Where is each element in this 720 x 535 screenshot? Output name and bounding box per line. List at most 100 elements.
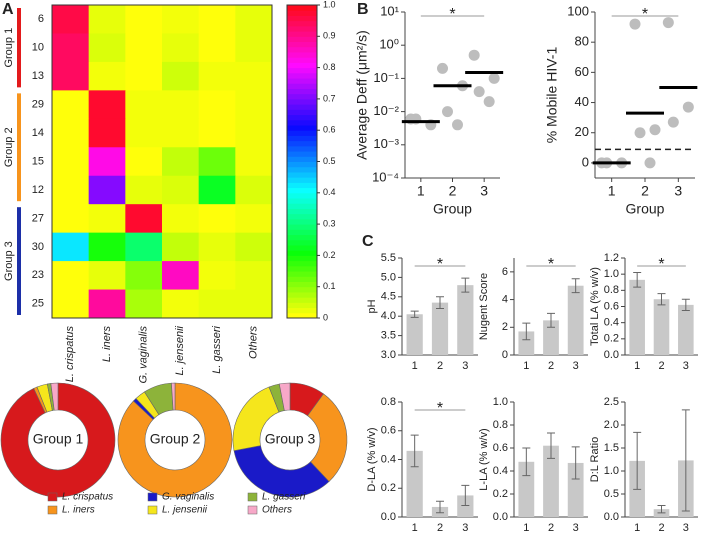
legend-label: L. jensenii	[162, 505, 208, 516]
error-bar	[436, 500, 444, 514]
colorbar-segment	[287, 145, 317, 152]
y-tick-label: 100	[567, 3, 589, 18]
x-tick-label: 1	[417, 183, 425, 199]
heat-cell	[235, 5, 273, 34]
colorbar-segment	[287, 171, 317, 178]
heat-cell	[88, 289, 126, 319]
heat-cell	[125, 118, 163, 148]
colorbar-segment	[287, 177, 317, 183]
row-label: 29	[32, 98, 44, 110]
y-tick-label: 10⁻³	[373, 136, 399, 151]
heat-cell	[198, 118, 236, 148]
x-tick-label: 3	[462, 360, 468, 372]
heatmap-frame	[51, 4, 273, 319]
y-tick-label: 0.5	[604, 488, 619, 500]
colorbar-tick-label: 0.6	[323, 125, 336, 135]
heat-cell	[198, 147, 236, 177]
colorbar-tick-label: 0.2	[323, 250, 336, 260]
heat-cell	[198, 175, 236, 205]
heat-cell	[125, 232, 163, 262]
x-tick-label: 1	[523, 360, 529, 372]
legend-label: G. vaginalis	[162, 492, 214, 503]
data-point	[437, 62, 448, 74]
error-bar	[436, 296, 444, 309]
colorbar-segment	[287, 10, 317, 16]
heat-cell	[52, 204, 90, 234]
significance-mark: *	[548, 256, 554, 273]
data-point	[682, 101, 694, 113]
heat-cell	[88, 204, 126, 234]
heat-cell	[162, 204, 200, 234]
colorbar-segment	[287, 229, 317, 236]
x-tick-label: 2	[548, 360, 554, 372]
heat-cell	[125, 90, 163, 120]
y-tick-label: 4.5	[381, 291, 396, 303]
y-tick-label: 0.0	[493, 511, 508, 523]
y-tick-label: 0.6	[381, 425, 396, 437]
colorbar-segment	[287, 88, 317, 95]
colorbar-segment	[287, 297, 317, 303]
heat-cell	[162, 261, 200, 291]
colorbar-segment	[287, 161, 317, 168]
colorbar-segment	[287, 224, 317, 230]
y-tick-label: 1.5	[604, 442, 619, 454]
colorbar-segment	[287, 244, 317, 251]
heat-cell	[88, 90, 126, 120]
y-tick-label: 3.0	[381, 349, 396, 361]
x-tick-label: 1	[634, 522, 640, 534]
significance-mark: *	[437, 400, 443, 417]
x-axis-label: Group	[433, 201, 472, 217]
heat-cell	[52, 5, 90, 34]
y-axis-label: L-LA (% w/v)	[478, 428, 490, 490]
colorbar-segment	[287, 98, 317, 105]
x-tick-label: 3	[674, 183, 682, 199]
donut-slice	[233, 445, 330, 498]
row-label: 13	[32, 70, 44, 82]
heat-cell	[198, 61, 236, 91]
donut-label: Group 2	[150, 431, 201, 447]
y-tick-label: 0.4	[493, 465, 508, 477]
error-bar	[461, 277, 470, 293]
y-tick-label: 0.2	[381, 482, 396, 494]
bar	[406, 314, 423, 355]
bar	[629, 279, 645, 355]
colorbar-segment	[287, 203, 317, 209]
error-bar	[410, 434, 419, 468]
error-bar	[522, 322, 531, 341]
x-tick-label: 1	[608, 183, 616, 199]
column-label: L. jensenii	[174, 325, 186, 375]
heat-cell	[198, 232, 236, 262]
heat-cell	[125, 289, 163, 319]
x-tick-label: 2	[449, 183, 457, 199]
error-bar	[633, 431, 642, 490]
colorbar-segment	[287, 281, 317, 288]
y-tick-label: 4	[502, 293, 508, 305]
x-axis-label: Group	[626, 201, 665, 217]
panel-label: A	[2, 1, 14, 18]
x-tick-label: 1	[412, 522, 418, 534]
row-label: 12	[32, 184, 44, 196]
heat-cell	[52, 61, 90, 91]
error-bar	[547, 312, 555, 328]
colorbar-tick-label: 0.8	[323, 62, 336, 72]
colorbar-tick-label: 0.9	[323, 31, 336, 41]
data-point	[634, 127, 646, 139]
colorbar-tick-label: 0	[323, 312, 328, 322]
column-label: L. gasseri	[211, 325, 223, 373]
colorbar-tick-label: 0.4	[323, 187, 336, 197]
x-tick-label: 2	[641, 183, 649, 199]
data-point	[468, 49, 480, 61]
colorbar-segment	[287, 130, 317, 136]
group-bar	[17, 8, 21, 88]
colorbar-segment	[287, 271, 317, 277]
colorbar-segment	[287, 109, 317, 116]
y-tick-label: 10⁻¹	[373, 70, 399, 85]
data-point	[667, 116, 679, 128]
colorbar-segment	[287, 25, 317, 32]
colorbar-segment	[287, 151, 317, 157]
x-tick-label: 3	[573, 360, 579, 372]
legend-swatch	[147, 492, 158, 502]
donut-label: Group 1	[33, 431, 84, 447]
y-tick-label: 0.4	[381, 453, 396, 465]
heat-cell	[235, 204, 273, 234]
